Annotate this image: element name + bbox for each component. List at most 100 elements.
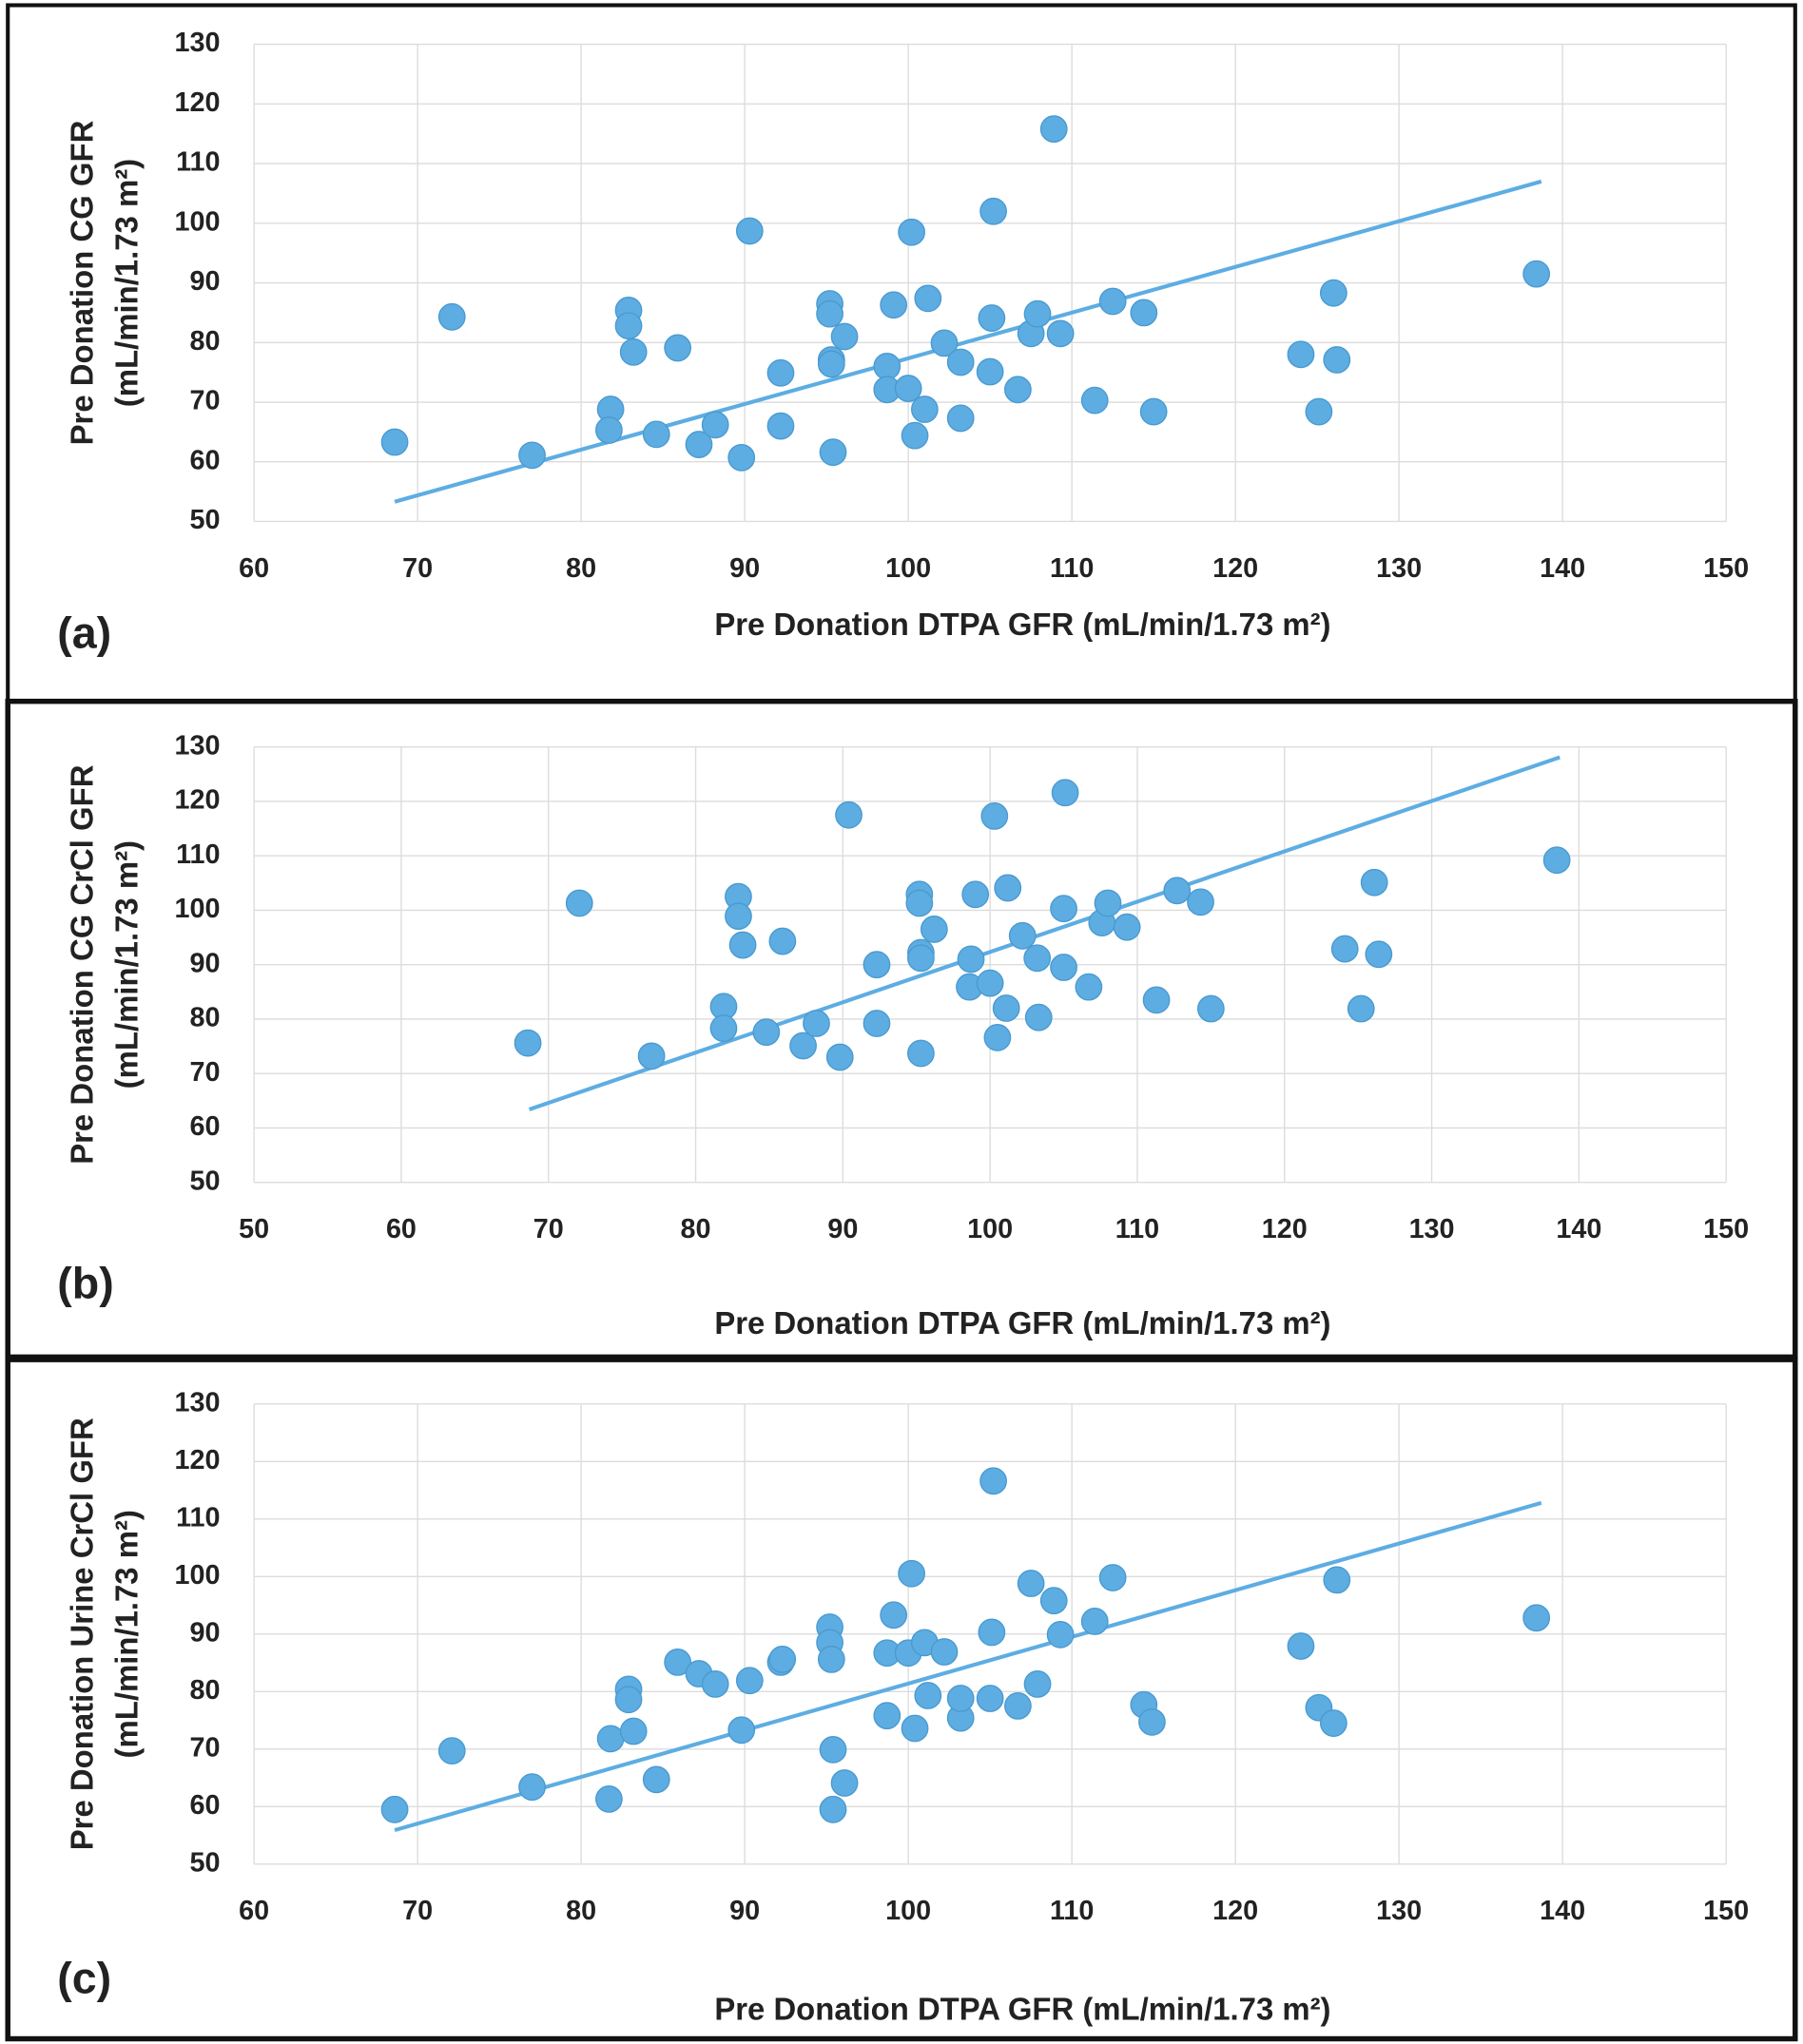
data-point — [1051, 779, 1079, 807]
data-point — [978, 1618, 1006, 1647]
y-tick-label: 80 — [190, 326, 221, 357]
y-tick-label: 120 — [175, 87, 221, 118]
data-point — [957, 945, 985, 974]
data-point — [1080, 386, 1109, 415]
data-point — [1050, 895, 1077, 923]
data-point — [1305, 397, 1333, 426]
data-point — [614, 1686, 643, 1714]
data-point — [1330, 935, 1359, 963]
data-point — [914, 284, 942, 313]
y-axis-title: (mL/min/1.73 m²) — [108, 840, 144, 1089]
data-point — [898, 1559, 925, 1588]
data-point — [1163, 877, 1192, 905]
y-tick-label: 130 — [175, 28, 221, 58]
data-point — [1050, 954, 1077, 981]
data-point — [979, 1467, 1007, 1495]
data-point — [1130, 299, 1158, 327]
panel-label: (a) — [57, 607, 111, 657]
data-point — [518, 441, 546, 470]
data-point — [907, 1039, 935, 1068]
x-tick-label: 110 — [1050, 553, 1094, 584]
y-tick-label: 100 — [175, 206, 221, 237]
data-point — [1098, 287, 1127, 316]
data-point — [437, 302, 466, 331]
data-point — [1542, 846, 1571, 875]
data-point — [946, 348, 975, 376]
data-point — [920, 916, 948, 943]
data-point — [976, 969, 1004, 997]
y-tick-label: 70 — [190, 1732, 221, 1763]
data-point — [664, 1649, 692, 1676]
y-tick-label: 50 — [190, 1847, 221, 1878]
data-point — [1522, 260, 1551, 288]
x-tick-label: 110 — [1050, 1896, 1094, 1926]
data-point — [1196, 994, 1225, 1023]
data-point — [880, 291, 908, 319]
data-point — [1287, 340, 1315, 369]
data-point — [380, 428, 409, 456]
data-point — [735, 217, 764, 245]
y-tick-label: 100 — [175, 894, 221, 924]
x-tick-label: 150 — [1703, 1214, 1749, 1244]
x-tick-label: 60 — [239, 553, 269, 584]
data-point — [873, 352, 902, 380]
data-point — [983, 1023, 1012, 1051]
y-tick-label: 130 — [175, 1387, 221, 1417]
data-point — [642, 1765, 670, 1794]
data-point — [992, 994, 1020, 1022]
data-point — [1024, 1003, 1053, 1032]
data-point — [637, 1042, 666, 1070]
data-point — [930, 1638, 959, 1666]
data-point — [1039, 115, 1068, 144]
data-point — [1113, 913, 1141, 941]
panel-frame — [5, 1357, 1798, 2042]
data-point — [1046, 319, 1075, 348]
x-tick-label: 130 — [1376, 553, 1422, 584]
x-tick-label: 50 — [239, 1214, 269, 1244]
data-point — [961, 880, 990, 909]
data-point — [1187, 888, 1214, 916]
data-point — [1023, 299, 1052, 328]
data-point — [595, 416, 623, 444]
data-point — [1319, 1709, 1347, 1737]
data-point — [1347, 994, 1375, 1023]
data-point — [1138, 1707, 1166, 1736]
x-axis-title: Pre Donation DTPA GFR (mL/min/1.73 m²) — [714, 1991, 1330, 2026]
data-point — [709, 1014, 738, 1043]
data-point — [1008, 921, 1037, 950]
x-tick-label: 130 — [1376, 1896, 1422, 1926]
data-point — [642, 420, 670, 449]
x-tick-label: 100 — [967, 1214, 1013, 1244]
panel-label: (c) — [57, 1953, 111, 2002]
y-tick-label: 120 — [175, 785, 221, 816]
x-tick-label: 140 — [1556, 1214, 1601, 1244]
data-point — [664, 334, 692, 362]
data-point — [835, 800, 863, 829]
data-point — [1075, 973, 1103, 1001]
data-point — [1039, 1587, 1068, 1615]
y-axis-title: (mL/min/1.73 m²) — [108, 159, 144, 407]
data-point — [1004, 1691, 1032, 1720]
data-point — [596, 1725, 625, 1753]
x-tick-label: 100 — [885, 553, 931, 584]
x-tick-label: 80 — [566, 553, 596, 584]
data-point — [1139, 397, 1168, 426]
data-point — [863, 951, 891, 979]
data-point — [766, 358, 795, 387]
data-point — [994, 874, 1022, 902]
x-axis-title: Pre Donation DTPA GFR (mL/min/1.73 m²) — [714, 1305, 1330, 1340]
data-point — [946, 404, 975, 433]
data-point — [1323, 1566, 1351, 1594]
data-point — [701, 411, 729, 439]
data-point — [1004, 376, 1032, 404]
x-tick-label: 60 — [386, 1214, 417, 1244]
x-tick-label: 150 — [1703, 553, 1749, 584]
data-point — [898, 218, 925, 246]
data-point — [518, 1773, 546, 1802]
data-point — [910, 395, 939, 423]
data-point — [819, 1795, 847, 1823]
y-axis-title: Pre Donation Urine CrCl GFR — [65, 1417, 100, 1850]
data-point — [1287, 1632, 1315, 1660]
y-tick-label: 70 — [190, 386, 221, 416]
